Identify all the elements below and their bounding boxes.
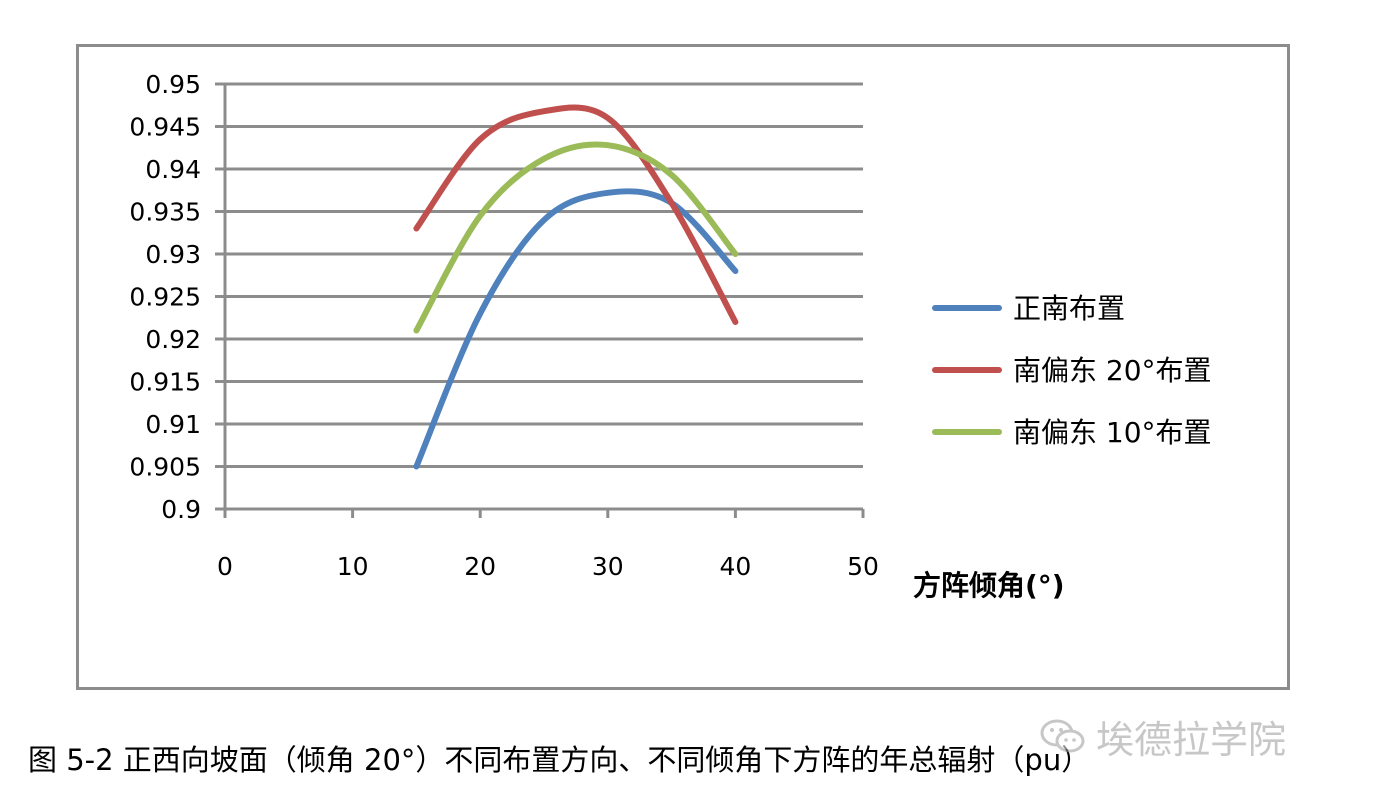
legend-label: 南偏东 10°布置 <box>1013 416 1212 449</box>
wechat-icon <box>1040 719 1085 753</box>
x-tick-label: 50 <box>847 552 879 581</box>
x-tick-label: 0 <box>217 552 233 581</box>
legend-label: 正南布置 <box>1013 292 1125 325</box>
x-axis-title: 方阵倾角(°) <box>913 569 1065 602</box>
y-tick-label: 0.91 <box>145 410 201 439</box>
y-tick-label: 0.905 <box>129 453 201 482</box>
series-lines <box>413 104 739 470</box>
y-tick-label: 0.915 <box>129 368 201 397</box>
x-tick-label: 30 <box>592 552 624 581</box>
axes <box>215 84 865 518</box>
figure-caption: 图 5-2 正西向坡面（倾角 20°）不同布置方向、不同倾角下方阵的年总辐射（p… <box>28 743 1091 777</box>
chart-frame: 0.95 0.945 0.94 0.935 0.93 0.925 0.92 0.915 0.91… <box>76 44 1290 690</box>
y-tick-label: 0.9 <box>161 495 201 524</box>
legend-label: 南偏东 20°布置 <box>1013 354 1212 387</box>
series-line <box>413 141 739 334</box>
x-tick-label: 10 <box>337 552 369 581</box>
x-tick-labels: 0 10 20 30 40 50 <box>217 552 879 581</box>
series-line <box>413 104 739 325</box>
y-tick-label: 0.935 <box>129 198 201 227</box>
y-tick-label: 0.94 <box>145 155 201 184</box>
legend: 正南布置 南偏东 20°布置 南偏东 10°布置 <box>932 292 1212 449</box>
y-tick-label: 0.925 <box>129 283 201 312</box>
legend-item: 南偏东 20°布置 <box>932 354 1212 387</box>
line-chart: 0.950.9450.940.9350.930.9250.920.9150.91… <box>129 70 1212 602</box>
watermark: 埃德拉学院 <box>1040 712 1286 762</box>
y-tick-label: 0.93 <box>145 240 201 269</box>
gridlines <box>215 82 863 511</box>
legend-item: 南偏东 10°布置 <box>932 416 1212 449</box>
y-tick-label: 0.92 <box>145 325 201 354</box>
y-tick-label: 0.945 <box>129 113 201 142</box>
watermark-text: 埃德拉学院 <box>1096 717 1287 762</box>
y-tick-labels: 0.95 0.945 0.94 0.935 0.93 0.925 0.92 0.915 0.91… <box>129 70 201 524</box>
y-tick-label: 0.95 <box>145 70 201 99</box>
x-tick-label: 20 <box>464 552 496 581</box>
x-tick-label: 40 <box>719 552 751 581</box>
legend-item: 正南布置 <box>932 292 1125 325</box>
